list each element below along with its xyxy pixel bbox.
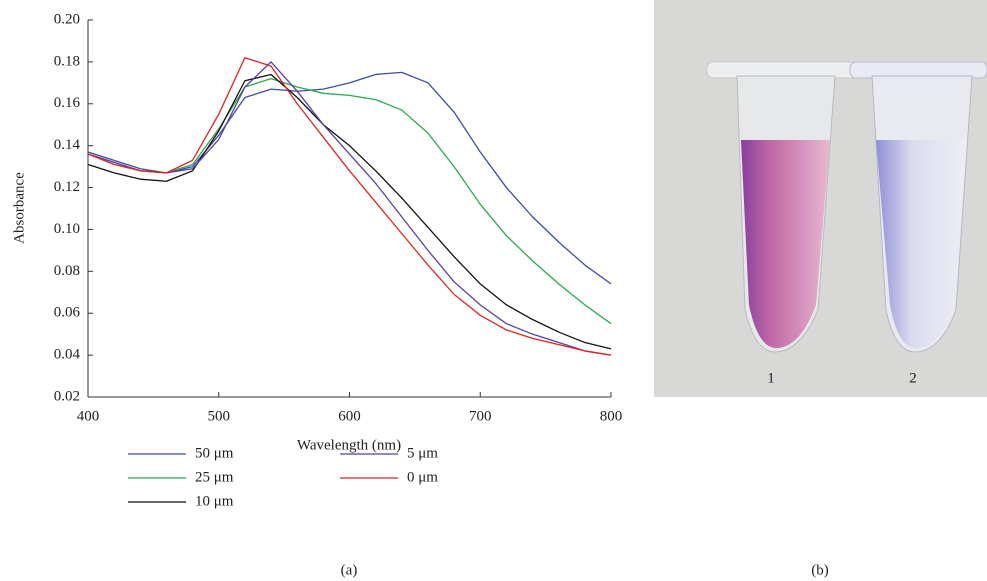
series-line	[87, 61, 612, 356]
y-tick-label: 0.20	[54, 11, 80, 27]
x-tick-label: 400	[77, 408, 100, 424]
tube-label: 1	[767, 370, 775, 386]
y-tick-label: 0.08	[54, 263, 80, 279]
legend-label: 5 μm	[407, 445, 438, 461]
y-tick-label: 0.10	[54, 221, 80, 237]
x-tick-label: 800	[600, 408, 623, 424]
panel-caption: (a)	[341, 562, 358, 578]
tube-2-liquid	[876, 140, 967, 348]
tube-label: 2	[909, 370, 917, 386]
x-tick-label: 500	[208, 408, 231, 424]
series-line	[87, 57, 612, 356]
x-axis-title: Wavelength (nm)	[297, 437, 401, 453]
tube-1-liquid	[741, 140, 830, 348]
legend-label: 25 μm	[195, 469, 234, 485]
y-tick-label: 0.02	[54, 388, 80, 404]
panel-caption: (b)	[811, 562, 829, 578]
y-tick-label: 0.16	[54, 95, 81, 111]
series-line	[87, 77, 612, 325]
y-tick-label: 0.14	[54, 137, 81, 153]
y-axis-title: Absorbance	[11, 172, 27, 244]
legend-label: 50 μm	[195, 445, 234, 461]
legend-label: 10 μm	[195, 493, 234, 509]
y-tick-label: 0.18	[54, 53, 80, 69]
x-tick-label: 600	[338, 408, 361, 424]
x-tick-label: 700	[469, 408, 492, 424]
y-tick-label: 0.06	[54, 305, 81, 321]
series-line	[87, 71, 612, 285]
series-line	[87, 73, 612, 350]
y-tick-label: 0.12	[54, 179, 80, 195]
y-tick-label: 0.04	[54, 347, 81, 363]
legend-label: 0 μm	[407, 469, 438, 485]
photo: 1 2	[654, 0, 987, 397]
